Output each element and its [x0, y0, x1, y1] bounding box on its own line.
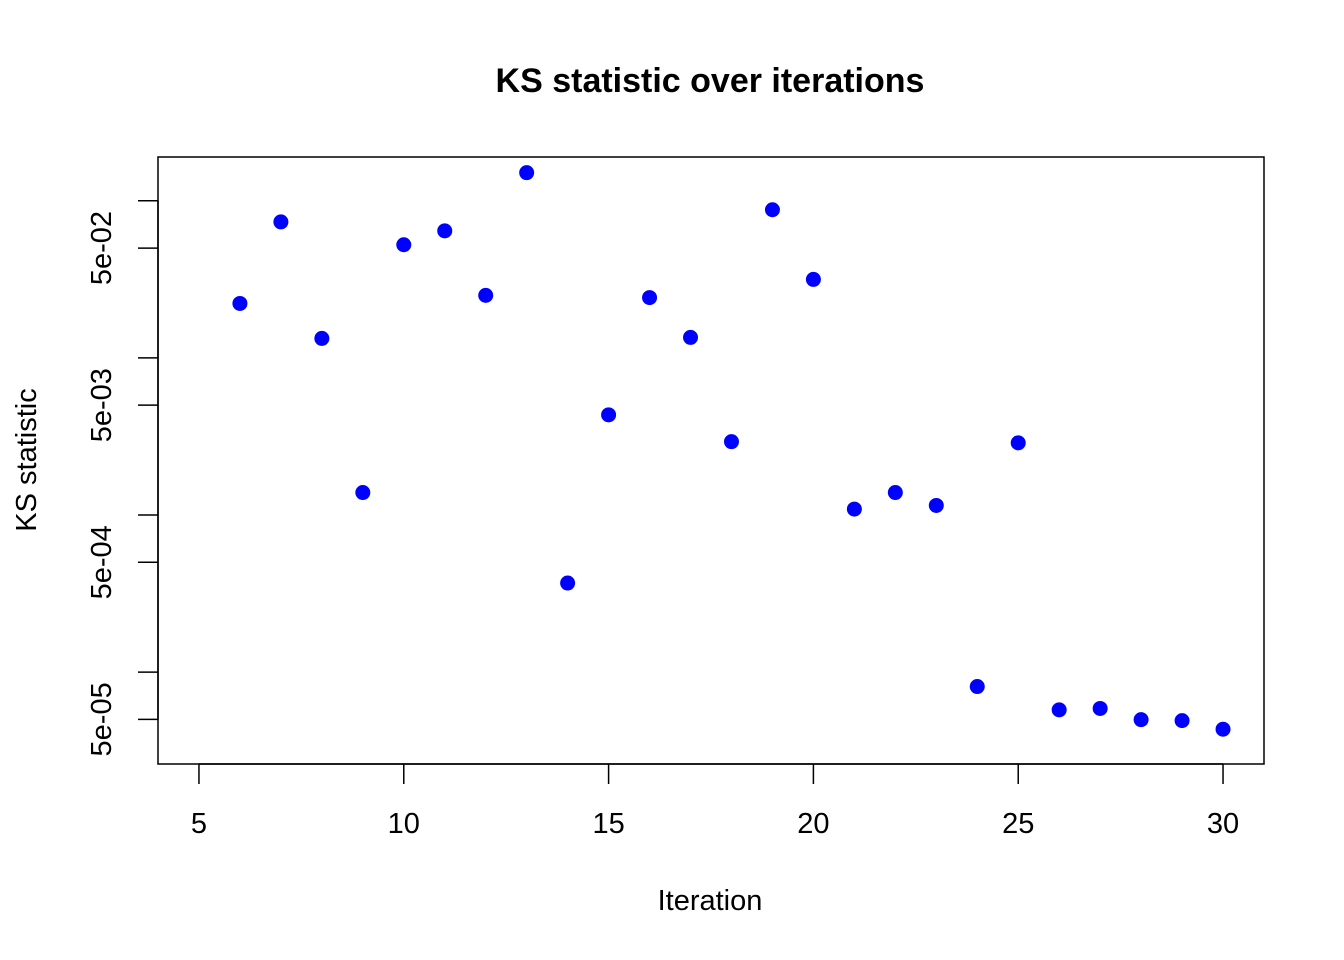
- data-point-26: [1051, 702, 1067, 718]
- data-point-7: [273, 214, 289, 230]
- y-tick-label-1: 5e-04: [86, 525, 118, 599]
- data-point-9: [355, 485, 371, 501]
- data-point-13: [519, 165, 535, 181]
- data-point-22: [887, 485, 903, 501]
- x-tick-label-10: 10: [388, 808, 420, 840]
- y-axis-label: KS statistic: [11, 388, 43, 531]
- x-tick-label-30: 30: [1207, 808, 1239, 840]
- chart-title: KS statistic over iterations: [496, 62, 925, 100]
- data-point-29: [1174, 713, 1190, 729]
- data-point-10: [396, 237, 412, 253]
- y-tick-label-3: 5e-02: [86, 211, 118, 285]
- data-point-21: [846, 501, 862, 517]
- data-point-28: [1133, 712, 1149, 728]
- data-point-19: [764, 202, 780, 218]
- data-point-11: [437, 223, 453, 239]
- x-axis-label: Iteration: [658, 885, 763, 917]
- data-point-23: [928, 497, 944, 513]
- data-point-15: [601, 407, 617, 423]
- x-tick-label-20: 20: [797, 808, 829, 840]
- data-point-24: [969, 679, 985, 695]
- data-point-20: [805, 271, 821, 287]
- data-point-27: [1092, 700, 1108, 716]
- y-tick-label-2: 5e-03: [86, 368, 118, 442]
- plot-frame: [157, 156, 1265, 765]
- y-tick-label-0: 5e-05: [86, 682, 118, 756]
- data-point-12: [478, 287, 494, 303]
- data-point-14: [560, 575, 576, 591]
- x-tick-label-5: 5: [191, 808, 207, 840]
- x-tick-label-15: 15: [592, 808, 624, 840]
- data-point-8: [314, 330, 330, 346]
- data-point-30: [1215, 721, 1231, 737]
- data-point-25: [1010, 435, 1026, 451]
- plot-area: 5 10 15 20 25 30 5e-05 5e-04 5e-03 5e-02: [86, 165, 1239, 840]
- data-point-6: [232, 295, 248, 311]
- x-tick-label-25: 25: [1002, 808, 1034, 840]
- data-point-18: [723, 434, 739, 450]
- data-point-16: [642, 290, 658, 306]
- data-point-17: [683, 329, 699, 345]
